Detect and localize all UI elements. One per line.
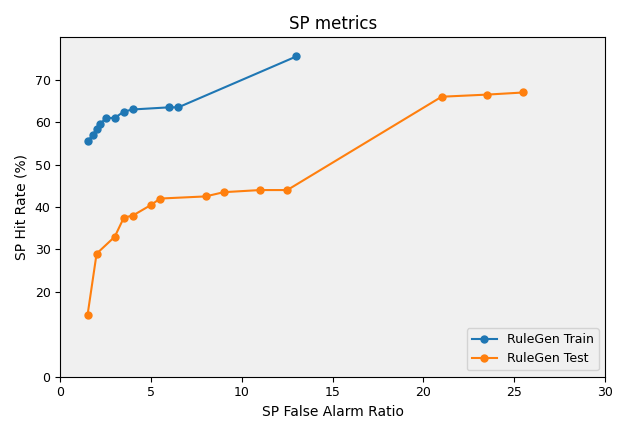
RuleGen Test — [220, 190, 227, 195]
RuleGen Train — [84, 139, 91, 144]
RuleGen Test — [111, 234, 119, 239]
RuleGen Test — [283, 187, 291, 193]
RuleGen Test — [156, 196, 164, 201]
RuleGen Test — [148, 202, 155, 207]
Y-axis label: SP Hit Rate (%): SP Hit Rate (%) — [15, 154, 29, 260]
RuleGen Test — [93, 251, 100, 256]
RuleGen Test — [256, 187, 264, 193]
RuleGen Train — [89, 132, 97, 138]
RuleGen Train — [175, 105, 182, 110]
RuleGen Test — [84, 312, 91, 318]
RuleGen Test — [202, 194, 209, 199]
RuleGen Test — [120, 215, 127, 220]
Title: SP metrics: SP metrics — [288, 15, 377, 33]
RuleGen Train — [111, 115, 119, 121]
RuleGen Train — [129, 107, 137, 112]
RuleGen Test — [519, 90, 527, 95]
RuleGen Train — [97, 122, 104, 127]
X-axis label: SP False Alarm Ratio: SP False Alarm Ratio — [262, 405, 404, 419]
RuleGen Test — [129, 213, 137, 218]
Line: RuleGen Train: RuleGen Train — [84, 53, 300, 145]
RuleGen Train — [293, 54, 300, 59]
Legend: RuleGen Train, RuleGen Test: RuleGen Train, RuleGen Test — [467, 328, 599, 371]
RuleGen Train — [120, 109, 127, 114]
Line: RuleGen Test: RuleGen Test — [84, 89, 527, 319]
RuleGen Train — [102, 115, 109, 121]
RuleGen Train — [165, 105, 173, 110]
RuleGen Train — [93, 126, 100, 131]
RuleGen Test — [438, 94, 445, 99]
RuleGen Test — [484, 92, 491, 97]
